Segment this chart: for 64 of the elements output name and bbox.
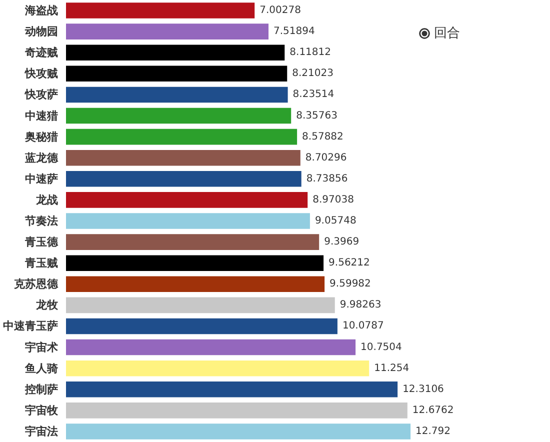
data-label: 7.51894 (274, 26, 315, 38)
bar (66, 213, 310, 229)
y-tick-label: 节奏法 (24, 214, 58, 228)
data-label: 9.05748 (314, 216, 356, 226)
bar (66, 402, 408, 418)
text: 回合 (434, 25, 460, 42)
bar (66, 424, 411, 440)
data-label: 9.3969 (324, 236, 360, 248)
bar (66, 24, 269, 40)
bar (66, 2, 255, 18)
data-label: 9.98263 (340, 300, 382, 311)
y-tick-label: 鱼人骑 (24, 362, 58, 375)
bar (66, 128, 298, 145)
y-tick-label: 控制萨 (24, 382, 58, 396)
y-tick-label: 中速猎 (25, 109, 58, 122)
y-tick-label: 青玉贼 (24, 256, 58, 270)
bar (66, 192, 308, 208)
data-label: 10.7504 (360, 342, 402, 353)
data-label: 8.11812 (290, 47, 332, 58)
bar (66, 381, 398, 398)
bar (66, 108, 292, 124)
y-tick-label: 龙牧 (35, 298, 59, 312)
y-tick-label: 克苏恩德 (13, 278, 59, 291)
bar (66, 171, 302, 187)
y-tick-label: 龙战 (35, 193, 58, 206)
y-tick-label: 奇迹贼 (24, 46, 58, 60)
data-label: 8.23514 (292, 89, 334, 100)
y-tick-label: 快攻萨 (24, 88, 58, 102)
data-label: 7.00278 (260, 5, 301, 16)
data-label: 10.0787 (342, 320, 384, 332)
bar (66, 86, 288, 103)
bar (66, 339, 356, 356)
data-label: 8.57882 (302, 131, 344, 142)
y-tick-label: 青玉德 (24, 236, 59, 249)
y-tick-label: 宇宙牧 (25, 404, 59, 417)
y-tick-label: 宇宙法 (25, 424, 58, 438)
data-label: 8.21023 (292, 68, 334, 80)
y-tick-label: 宇宙术 (25, 340, 58, 354)
data-label: 12.6762 (412, 404, 454, 416)
y-tick-label: 海盗战 (24, 4, 58, 18)
y-tick-label: 蓝龙德 (24, 151, 59, 164)
y-tick-label: 快攻贼 (24, 67, 58, 80)
bar (66, 234, 320, 250)
y-tick-label: 中速萨 (25, 172, 58, 186)
y-tick-label: 中速青玉萨 (3, 320, 58, 333)
data-label: 8.97038 (312, 194, 354, 206)
data-label: 9.56212 (328, 258, 370, 269)
data-label: 12.3106 (402, 384, 444, 395)
y-tick-label: 动物园 (24, 25, 58, 38)
bar (66, 297, 335, 314)
data-label: 8.73856 (306, 173, 348, 184)
data-label: 8.35763 (296, 110, 338, 122)
data-label: 11.254 (374, 362, 410, 374)
data-label: 8.70296 (305, 152, 347, 164)
bar (66, 66, 288, 82)
bar (66, 255, 324, 271)
bar (66, 150, 300, 166)
data-label: 9.59982 (330, 278, 371, 290)
bar (66, 44, 285, 61)
y-tick-label: 奥秘猎 (24, 130, 58, 144)
data-label: 12.792 (416, 426, 451, 437)
bar (66, 318, 338, 334)
bar (66, 360, 370, 376)
bar (66, 276, 325, 292)
